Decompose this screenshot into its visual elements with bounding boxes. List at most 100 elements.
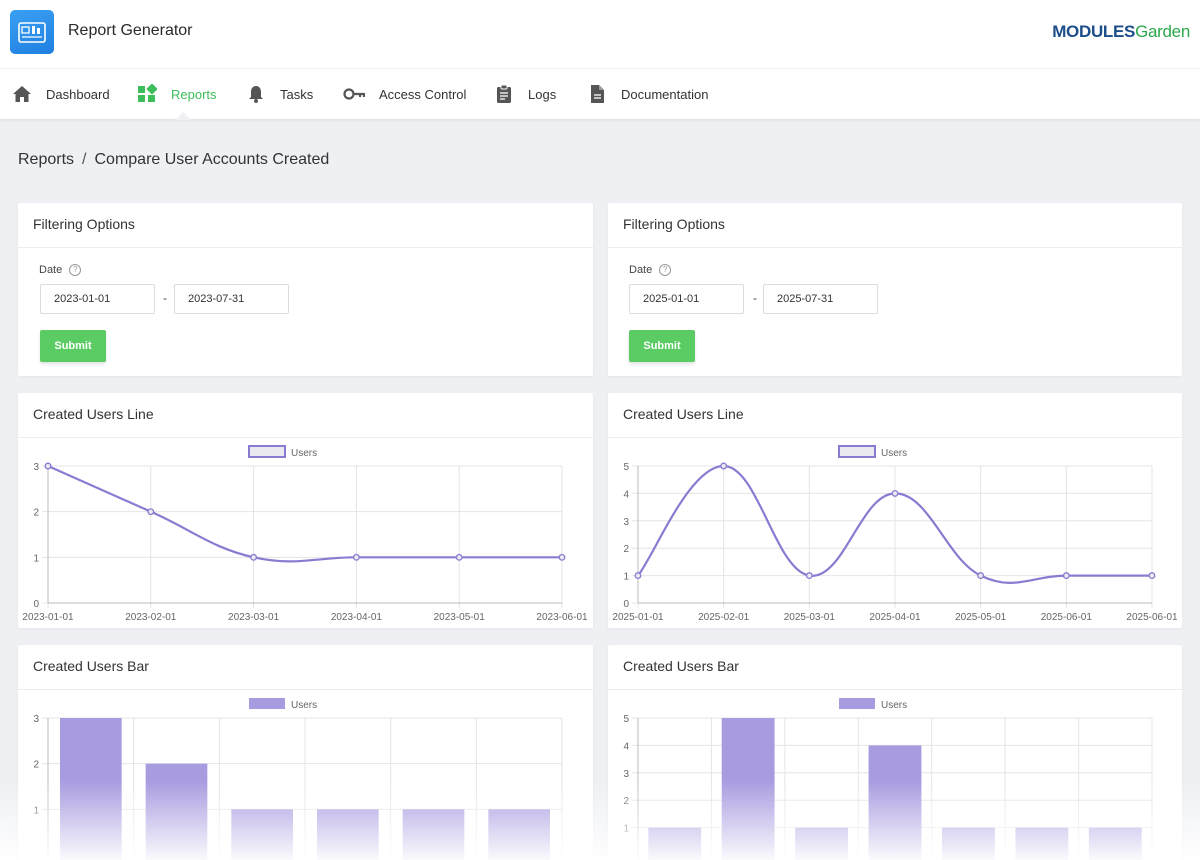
data-point [250,553,258,561]
line-chart-panel-left: Created Users Line [18,393,593,628]
bar-users [648,827,702,860]
divider [18,689,593,690]
date-label-text: Date [629,264,653,276]
legend-swatch [248,445,286,458]
legend-swatch [838,445,876,458]
data-point [44,462,52,470]
bar-users [941,827,995,860]
bell-icon [249,86,263,103]
breadcrumb-separator: / [82,151,87,168]
bar-users [231,809,294,860]
data-point [720,462,728,470]
divider [18,247,593,248]
legend-swatch [249,698,285,709]
x-tick-label: 2023-03-01 [228,612,280,623]
y-tick-label: 3 [623,769,629,780]
data-point [455,553,463,561]
data-point [891,489,899,497]
nav-access-control[interactable]: Access Control [343,69,466,119]
bar-users [488,809,551,860]
bar-users [868,745,922,860]
x-tick-label: 2025-03-01 [784,612,836,623]
y-tick-label: 3 [33,462,39,473]
y-tick-label: 1 [623,572,629,583]
x-tick-label: 2025-01-01 [612,612,664,623]
nav-dashboard[interactable]: Dashboard [12,69,110,119]
divider [608,689,1182,690]
key-icon [343,88,365,100]
data-point [1062,572,1070,580]
legend-label: Users [291,700,317,711]
brand-part-1: MODULES [1052,22,1136,41]
bar-users [1015,827,1069,860]
submit-button[interactable]: Submit [629,330,695,362]
date-label: Date? [39,264,82,276]
main-nav: Dashboard Reports Tasks Access Control L… [0,69,1200,120]
chart-title: Created Users Line [33,406,154,422]
bar-users [1088,827,1142,860]
nav-reports[interactable]: Reports [137,69,217,119]
data-point [634,572,642,580]
y-tick-label: 5 [623,462,629,473]
chart-title: Created Users Line [623,406,744,422]
data-point [352,553,360,561]
y-tick-label: 1 [33,553,39,564]
grid-icon [138,84,157,102]
filter-panel-title: Filtering Options [623,216,725,232]
help-icon[interactable]: ? [659,264,672,276]
y-tick-label: 4 [623,489,629,500]
y-tick-label: 2 [623,796,629,807]
brand-part-2: Garden [1135,22,1190,41]
legend-label: Users [881,700,907,711]
x-tick-label: 2025-04-01 [869,612,921,623]
date-to-input[interactable] [174,284,289,314]
date-from-input[interactable] [629,284,744,314]
y-tick-label: 2 [33,760,39,771]
date-label: Date? [629,264,672,276]
divider [18,437,593,438]
home-icon [13,86,31,102]
y-tick-label: 2 [623,544,629,555]
x-tick-label: 2025-06-01 [1126,612,1178,623]
bar-users [721,718,775,860]
y-tick-label: 0 [33,599,39,610]
y-tick-label: 1 [623,824,629,835]
filter-panel-title: Filtering Options [33,216,135,232]
data-point [805,572,813,580]
nav-logs[interactable]: Logs [494,69,556,119]
app-title: Report Generator [68,22,193,39]
document-icon [591,85,604,103]
bar-users [316,809,379,860]
date-from-input[interactable] [40,284,155,314]
modulesgarden-logo[interactable]: MODULESGarden [1052,22,1190,42]
series-line-users [47,464,562,563]
nav-documentation[interactable]: Documentation [587,69,708,119]
top-header: Report Generator MODULESGarden [0,0,1200,69]
x-tick-label: 2025-05-01 [955,612,1007,623]
legend-swatch [839,698,875,709]
nav-documentation-label: Documentation [621,86,709,102]
divider [608,247,1182,248]
x-tick-label: 2023-06-01 [536,612,588,623]
nav-logs-label: Logs [528,86,557,102]
nav-tasks-label: Tasks [280,86,314,102]
chart-title: Created Users Bar [33,658,149,674]
bar-users [59,718,122,860]
nav-access-control-label: Access Control [379,86,467,102]
data-point [147,508,155,516]
breadcrumb-current: Compare User Accounts Created [94,151,330,168]
x-tick-label: 2025-06-01 [1041,612,1093,623]
help-icon[interactable]: ? [69,264,82,276]
x-tick-label: 2023-02-01 [125,612,177,623]
x-tick-label: 2023-04-01 [331,612,383,623]
legend-label: Users [291,448,317,459]
nav-tasks[interactable]: Tasks [246,69,313,119]
bar-users [145,763,208,860]
breadcrumb-reports[interactable]: Reports [18,151,75,168]
date-label-text: Date [39,264,63,276]
filter-panel-right: Filtering Options Date? - Submit [608,203,1182,376]
submit-button[interactable]: Submit [40,330,106,362]
date-to-input[interactable] [763,284,878,314]
x-tick-label: 2025-02-01 [698,612,750,623]
